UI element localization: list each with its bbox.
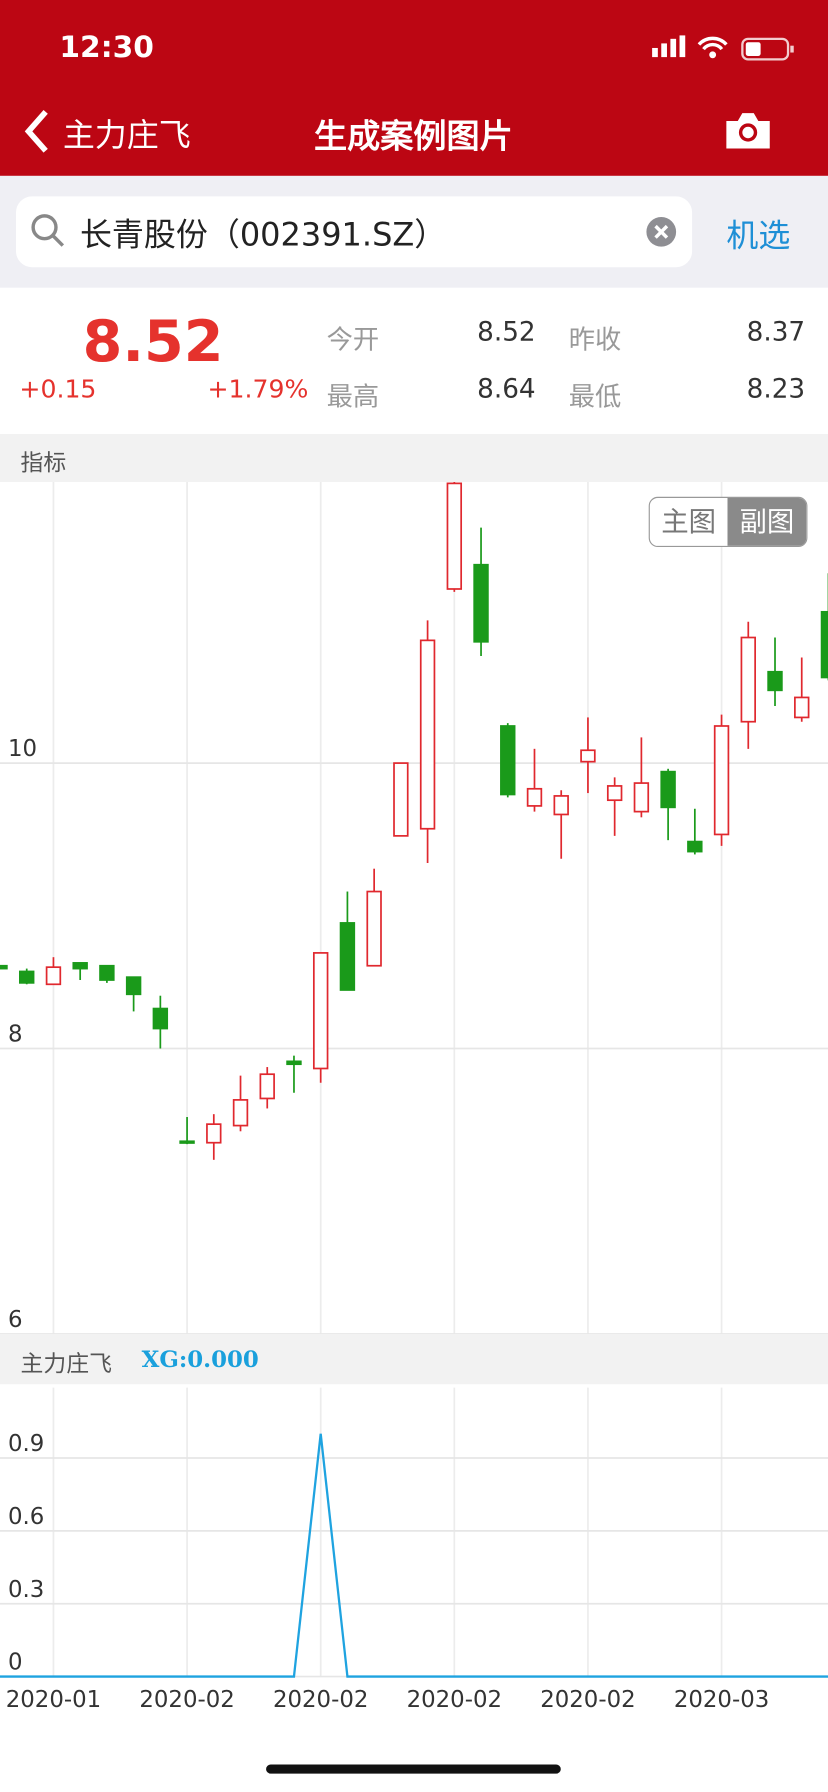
- candle-body: [232, 1099, 249, 1127]
- section-band: 指标: [0, 433, 828, 482]
- candle-body: [19, 970, 35, 984]
- candle-body: [366, 890, 382, 967]
- candle-body: [687, 840, 703, 853]
- candle-body: [125, 976, 142, 996]
- field-label: 最高: [326, 382, 380, 413]
- candle-body: [152, 1007, 169, 1030]
- indicator-band: 主力庄飞 XG:0.000: [0, 1333, 828, 1385]
- candle-body: [72, 962, 88, 970]
- y-tick-label: 8: [8, 1022, 23, 1048]
- field-label: 昨收: [568, 325, 622, 356]
- x-tick-label: 2020-02: [139, 1687, 234, 1713]
- field-value: 8.23: [746, 374, 806, 405]
- candle-body: [794, 696, 810, 719]
- search-query: 长青股份（002391.SZ）: [79, 215, 447, 254]
- candle-body: [820, 610, 828, 679]
- candle-body: [206, 1123, 222, 1144]
- candle-body: [606, 785, 623, 802]
- candle-body: [179, 1140, 195, 1144]
- candle-body: [312, 952, 329, 1070]
- candle-body: [0, 964, 8, 970]
- camera-icon[interactable]: [724, 110, 772, 151]
- line-series: [0, 1433, 828, 1678]
- search-button[interactable]: 机选: [726, 216, 791, 255]
- quote-panel: 8.52 +0.15 +1.79% 今开 8.52 昨收 8.37 最高 8.6…: [0, 287, 828, 434]
- candle-body: [446, 482, 463, 590]
- home-indicator: [266, 1764, 561, 1774]
- candle-body: [633, 782, 650, 813]
- candle-body: [99, 964, 115, 981]
- y-tick-label: 0.9: [8, 1431, 44, 1457]
- search-field[interactable]: [15, 196, 693, 268]
- x-tick-label: 2020-02: [273, 1687, 368, 1713]
- candle-body: [740, 636, 756, 723]
- candle-body: [45, 966, 62, 986]
- back-label[interactable]: 主力庄飞: [62, 116, 191, 155]
- candle-body: [500, 725, 516, 796]
- price: 8.52: [82, 308, 224, 375]
- y-tick-label: 0.3: [8, 1577, 44, 1603]
- candle-body: [553, 795, 569, 816]
- toggle-main[interactable]: 主图: [661, 505, 717, 538]
- candle-body: [259, 1073, 275, 1100]
- section-label: 指标: [20, 448, 67, 477]
- x-tick-label: 2020-02: [540, 1687, 635, 1713]
- candle-body: [286, 1060, 302, 1066]
- candle-body: [713, 725, 730, 836]
- indicator-title: 主力庄飞: [20, 1349, 112, 1378]
- x-tick-label: 2020-01: [6, 1687, 101, 1713]
- y-tick-label: 0: [8, 1650, 23, 1676]
- candle-body: [526, 787, 543, 807]
- y-tick-label: 0.6: [8, 1504, 44, 1530]
- field-value: 8.64: [477, 374, 536, 405]
- y-tick-label: 6: [8, 1307, 23, 1333]
- change-pct: +1.79%: [207, 375, 309, 405]
- y-tick-label: 10: [8, 736, 37, 762]
- candle-body: [473, 563, 489, 643]
- back-icon[interactable]: [23, 110, 53, 156]
- candle-body: [767, 670, 783, 692]
- chart-toggle: 主图 副图: [648, 496, 808, 548]
- candle-body: [660, 770, 676, 809]
- status-icons: [652, 35, 794, 61]
- candle-body: [393, 762, 409, 837]
- field-value: 8.52: [477, 317, 536, 348]
- search-bar: 长青股份（002391.SZ） 机选: [0, 175, 828, 288]
- candle-body: [339, 922, 356, 991]
- indicator-value: XG:0.000: [141, 1345, 259, 1373]
- search-icon: [31, 214, 65, 247]
- candle-body: [580, 749, 596, 763]
- toggle-sub[interactable]: 副图: [727, 497, 807, 546]
- clear-icon[interactable]: [645, 216, 677, 248]
- nav-title: 生成案例图片: [314, 116, 513, 156]
- field-label: 今开: [326, 325, 380, 356]
- candle-body: [419, 639, 436, 830]
- change: +0.15: [19, 375, 97, 405]
- x-tick-label: 2020-02: [407, 1687, 502, 1713]
- field-label: 最低: [568, 382, 622, 413]
- x-tick-label: 2020-03: [674, 1687, 769, 1713]
- field-value: 8.37: [746, 317, 806, 348]
- header: 12:30 主力庄飞 生成案例图片: [0, 0, 828, 176]
- time: 12:30: [59, 30, 154, 66]
